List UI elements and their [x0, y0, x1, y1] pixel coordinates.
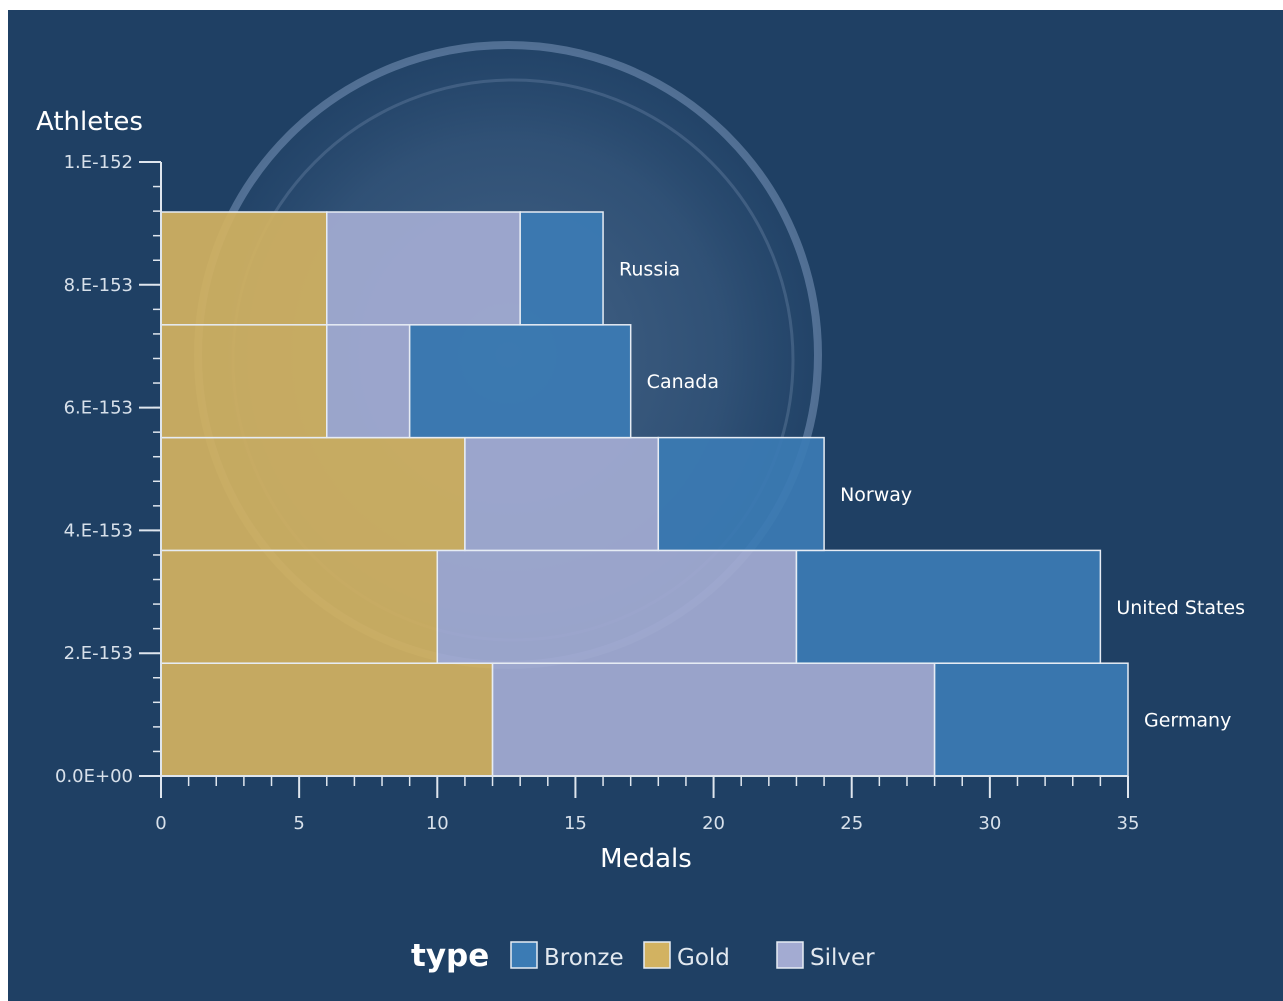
y-tick-label: 0.0E+00 [55, 766, 133, 787]
y-tick-label: 6.E-153 [64, 398, 133, 419]
legend-swatch-silver [776, 941, 804, 969]
chart-panel: Germany United States Norway Canada Russia 0… [8, 10, 1283, 1001]
bars-group [160, 211, 1129, 777]
bar-canada-gold [160, 324, 328, 439]
category-labels: Germany United States Norway Canada Russia [619, 258, 1245, 731]
legend-label-bronze: Bronze [544, 945, 624, 971]
x-tick-label: 30 [978, 813, 1001, 834]
category-label: Norway [840, 484, 912, 506]
category-label: Canada [647, 371, 719, 393]
bar-united-states-silver [436, 549, 798, 664]
legend-label-silver: Silver [810, 945, 875, 971]
x-axis: 0 5 10 15 20 25 30 35 [155, 775, 1140, 834]
y-tick-label: 2.E-153 [64, 643, 133, 664]
medals-chart: Germany United States Norway Canada Russia 0… [36, 41, 1245, 974]
x-axis-title: Medals [600, 844, 692, 874]
bar-russia-gold [160, 211, 328, 326]
x-tick-label: 15 [564, 813, 587, 834]
y-axis: 0.0E+00 2.E-153 4.E-153 6.E-153 8.E-153 1.E-1… [55, 152, 162, 787]
bar-united-states-bronze [795, 549, 1102, 664]
y-tick-label: 1.E-152 [64, 152, 133, 173]
bar-germany-gold [160, 662, 494, 777]
y-tick-label: 8.E-153 [64, 275, 133, 296]
x-tick-label: 5 [293, 813, 304, 834]
bar-canada-bronze [408, 324, 632, 439]
x-tick-label: 20 [702, 813, 725, 834]
y-axis-title: Athletes [36, 107, 143, 137]
legend: type Bronze Gold Silver [411, 938, 875, 974]
bar-norway-gold [160, 436, 466, 552]
x-tick-label: 10 [426, 813, 449, 834]
x-tick-label: 35 [1117, 813, 1140, 834]
legend-swatch-gold [643, 941, 671, 969]
category-label: United States [1116, 597, 1245, 619]
legend-title: type [411, 938, 489, 974]
bar-germany-silver [491, 662, 936, 777]
legend-label-gold: Gold [677, 945, 730, 971]
bar-united-states-gold [160, 549, 439, 664]
bar-norway-silver [464, 436, 660, 552]
x-tick-label: 25 [840, 813, 863, 834]
bar-norway-bronze [657, 436, 825, 552]
category-label: Germany [1144, 710, 1231, 732]
bar-canada-silver [326, 324, 411, 439]
bar-germany-bronze [933, 662, 1129, 777]
bar-russia-bronze [519, 211, 604, 326]
legend-swatch-bronze [510, 941, 538, 969]
category-label: Russia [619, 258, 680, 280]
x-tick-label: 0 [155, 813, 166, 834]
y-tick-label: 4.E-153 [64, 520, 133, 541]
bar-russia-silver [326, 211, 521, 326]
